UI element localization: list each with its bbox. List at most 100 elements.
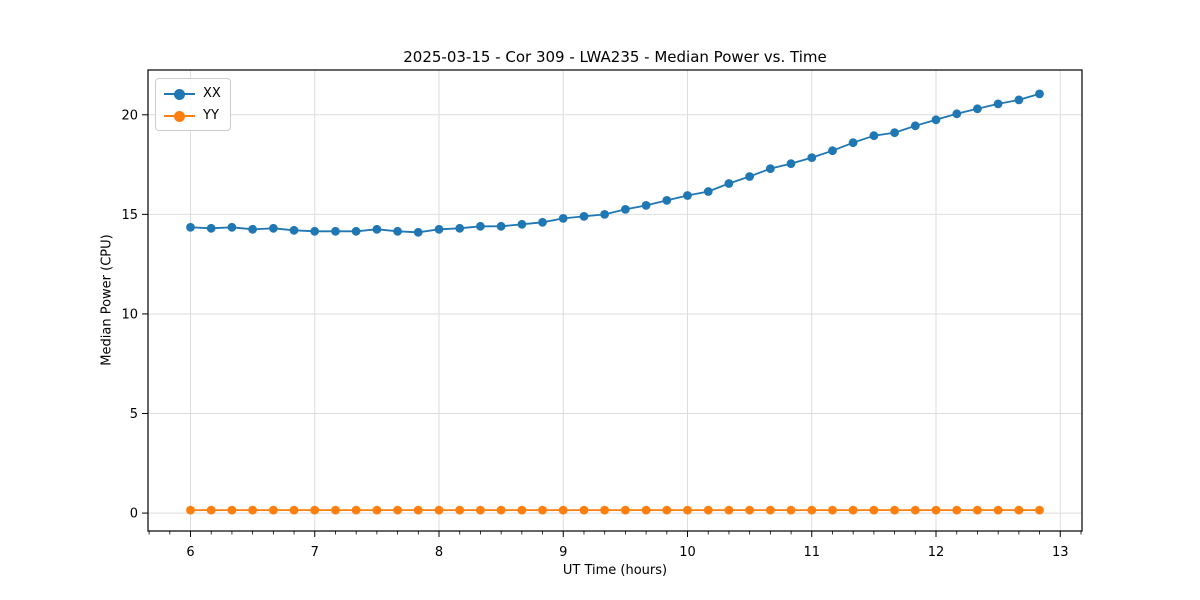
data-point bbox=[807, 153, 817, 163]
data-point bbox=[1014, 95, 1024, 105]
data-point bbox=[227, 222, 237, 232]
legend: XX YY bbox=[155, 78, 231, 131]
data-point bbox=[766, 505, 775, 515]
y-tick-label: 5 bbox=[130, 407, 138, 422]
series-yy bbox=[186, 505, 1044, 515]
x-tick-label: 11 bbox=[803, 545, 820, 560]
data-point bbox=[952, 109, 962, 119]
data-point bbox=[434, 505, 444, 515]
data-point bbox=[269, 505, 278, 515]
data-point bbox=[890, 505, 899, 515]
plot-border bbox=[147, 69, 1083, 532]
data-point bbox=[579, 212, 589, 221]
x-tick-label: 12 bbox=[928, 545, 945, 560]
data-point bbox=[206, 223, 216, 233]
data-point bbox=[745, 505, 754, 515]
data-point bbox=[496, 505, 506, 515]
data-point bbox=[1035, 89, 1044, 99]
data-point bbox=[848, 505, 858, 515]
data-point bbox=[621, 505, 630, 515]
legend-line-marker-xx bbox=[164, 88, 195, 100]
data-point bbox=[641, 201, 651, 210]
data-point bbox=[910, 121, 920, 131]
y-tick-label: 0 bbox=[130, 507, 138, 522]
data-point bbox=[1014, 505, 1024, 515]
x-axis-ticks: 6 7 8 9 10 11 12 13 bbox=[186, 531, 1069, 560]
data-point bbox=[476, 221, 485, 231]
data-point bbox=[869, 131, 879, 141]
data-point bbox=[807, 505, 817, 515]
data-point bbox=[558, 505, 568, 515]
data-point bbox=[455, 223, 465, 233]
legend-label-yy: YY bbox=[203, 108, 219, 123]
data-point bbox=[931, 505, 941, 515]
data-point bbox=[393, 505, 402, 515]
grid bbox=[148, 70, 1082, 531]
x-tick-label: 10 bbox=[679, 545, 696, 560]
series-xx bbox=[186, 89, 1044, 237]
data-point bbox=[206, 505, 216, 515]
x-tick-label: 6 bbox=[186, 545, 194, 560]
x-tick-label: 8 bbox=[435, 545, 443, 560]
data-point bbox=[621, 205, 630, 214]
data-point bbox=[745, 172, 754, 181]
data-point bbox=[558, 214, 568, 223]
x-axis-label: UT Time (hours) bbox=[562, 563, 668, 578]
data-point bbox=[372, 505, 382, 515]
data-point bbox=[186, 222, 195, 232]
data-point bbox=[413, 227, 423, 237]
data-point bbox=[993, 99, 1003, 109]
data-point bbox=[662, 196, 672, 205]
data-point bbox=[786, 505, 796, 515]
legend-entry-yy: YY bbox=[164, 107, 221, 124]
data-point bbox=[331, 505, 340, 515]
legend-entry-xx: XX bbox=[164, 85, 221, 102]
data-point bbox=[1035, 505, 1044, 515]
data-point bbox=[766, 164, 775, 174]
data-point bbox=[351, 226, 361, 236]
data-point bbox=[434, 224, 444, 234]
y-axis-ticks: 0 5 10 15 20 bbox=[121, 108, 148, 522]
x-tick-label: 9 bbox=[559, 545, 567, 560]
y-tick-label: 10 bbox=[121, 307, 138, 322]
data-point bbox=[869, 505, 879, 515]
data-point bbox=[331, 226, 340, 236]
data-point bbox=[372, 224, 382, 234]
data-point bbox=[351, 505, 361, 515]
data-point bbox=[786, 159, 796, 169]
data-point bbox=[993, 505, 1003, 515]
data-point bbox=[476, 505, 485, 515]
data-point bbox=[952, 505, 962, 515]
data-point bbox=[662, 505, 672, 515]
data-point bbox=[724, 505, 734, 515]
data-point bbox=[579, 505, 589, 515]
y-tick-label: 15 bbox=[121, 208, 138, 223]
data-point bbox=[289, 225, 299, 235]
data-point bbox=[724, 179, 734, 188]
data-point bbox=[413, 505, 423, 515]
data-point bbox=[248, 505, 257, 515]
x-tick-label: 7 bbox=[311, 545, 319, 560]
data-point bbox=[703, 187, 713, 196]
legend-label-xx: XX bbox=[203, 86, 221, 101]
data-point bbox=[683, 505, 692, 515]
data-point bbox=[890, 128, 899, 138]
data-point bbox=[227, 505, 237, 515]
data-point bbox=[310, 505, 320, 515]
data-point bbox=[683, 191, 692, 200]
legend-dot-xx bbox=[174, 88, 185, 100]
data-point bbox=[517, 219, 527, 229]
data-point bbox=[248, 224, 257, 234]
data-point bbox=[393, 226, 402, 236]
data-point bbox=[186, 505, 195, 515]
data-point bbox=[455, 505, 465, 515]
data-point bbox=[973, 505, 982, 515]
y-tick-label: 20 bbox=[121, 108, 138, 123]
data-point bbox=[828, 146, 837, 156]
data-point bbox=[641, 505, 651, 515]
data-point bbox=[973, 104, 982, 114]
data-point bbox=[517, 505, 527, 515]
data-point bbox=[600, 210, 609, 219]
